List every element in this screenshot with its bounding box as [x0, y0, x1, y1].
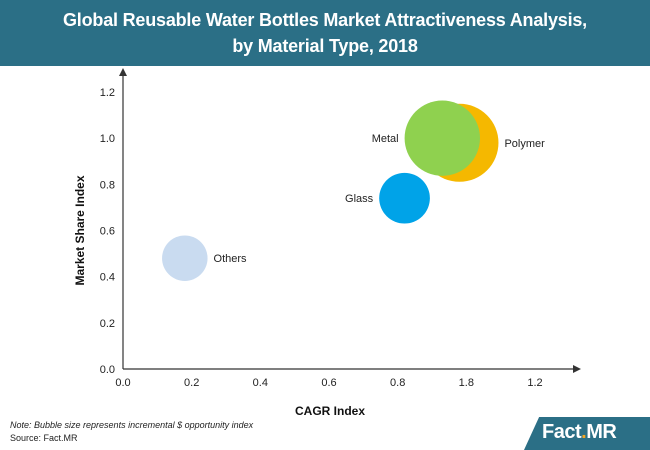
- bubble-others: [162, 235, 208, 281]
- y-tick-label: 0.4: [100, 272, 115, 284]
- y-tick-label: 0.2: [100, 318, 115, 330]
- x-tick-label: 0.4: [253, 377, 268, 389]
- factmr-logo: Fact.MR: [524, 417, 650, 450]
- bubble-metal: [404, 100, 480, 176]
- x-tick-label: 0.2: [184, 377, 199, 389]
- y-tick-label: 0.6: [100, 226, 115, 238]
- bubble-chart: 0.0 0.2 0.4 0.6 0.8 1.8 1.2 0.0 0.2 0.4 0.6 0.8 1.0 1…: [73, 68, 581, 416]
- x-axis-arrow: [573, 365, 581, 373]
- bubble-label-polymer: Polymer: [504, 138, 545, 150]
- x-tick-label: 1.8: [459, 377, 474, 389]
- x-tick-label: 0.0: [115, 377, 130, 389]
- logo-suffix: MR: [586, 421, 617, 443]
- x-tick-label: 0.6: [321, 377, 336, 389]
- y-tick-label: 1.0: [100, 133, 115, 145]
- bubble-label-others: Others: [214, 253, 248, 265]
- logo-dot: .: [581, 421, 587, 443]
- y-tick-label: 0.8: [100, 179, 115, 191]
- bubble-size-note: Note: Bubble size represents incremental…: [10, 420, 254, 430]
- x-tick-label: 1.2: [527, 377, 542, 389]
- x-axis-label: CAGR Index: [295, 404, 365, 416]
- source-note: Source: Fact.MR: [10, 433, 78, 443]
- chart-title-line-2: by Material Type, 2018: [232, 36, 418, 56]
- bubble-label-glass: Glass: [345, 193, 374, 205]
- title-banner: Global Reusable Water Bottles Market Att…: [0, 0, 650, 66]
- logo-main: Fact: [542, 421, 582, 443]
- bubble-label-metal: Metal: [372, 133, 399, 145]
- x-tick-label: 0.8: [390, 377, 405, 389]
- logo-text: Fact.MR: [542, 421, 617, 444]
- y-axis-label: Market Share Index: [73, 175, 87, 285]
- y-axis-arrow: [119, 68, 127, 76]
- y-tick-label: 1.2: [100, 87, 115, 99]
- chart-title-line-1: Global Reusable Water Bottles Market Att…: [63, 10, 587, 30]
- y-tick-label: 0.0: [100, 364, 115, 376]
- logo-background: [524, 417, 650, 450]
- bubble-glass: [379, 172, 430, 224]
